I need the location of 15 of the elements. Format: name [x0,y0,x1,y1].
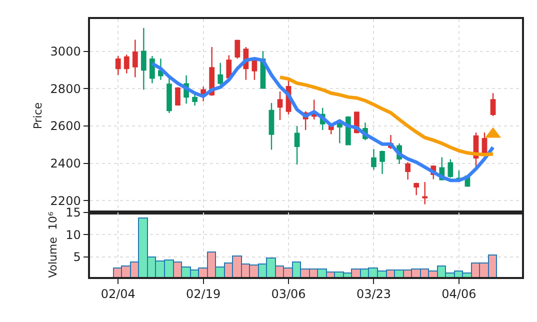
y-tick-label: 5 [73,250,81,264]
x-tick-label: 03/06 [271,287,306,302]
y-tick-label: 3000 [50,44,81,59]
y-tick-label: 2200 [50,194,81,208]
y-tick-label: 10 [66,228,81,242]
y-tick-label: 2800 [50,82,81,96]
x-tick-label: 04/06 [442,287,476,302]
x-tick-label: 03/23 [356,287,392,302]
y-tick-label: 2400 [50,156,81,171]
y-axis-title: Price [31,102,44,130]
x-tick-label: 02/04 [100,287,136,302]
y-tick-label: 2600 [50,119,81,134]
y-axis-title: Volume 10⁶ [46,211,60,278]
y-tick-label: 15 [66,206,81,220]
x-tick-label: 02/19 [186,287,221,302]
